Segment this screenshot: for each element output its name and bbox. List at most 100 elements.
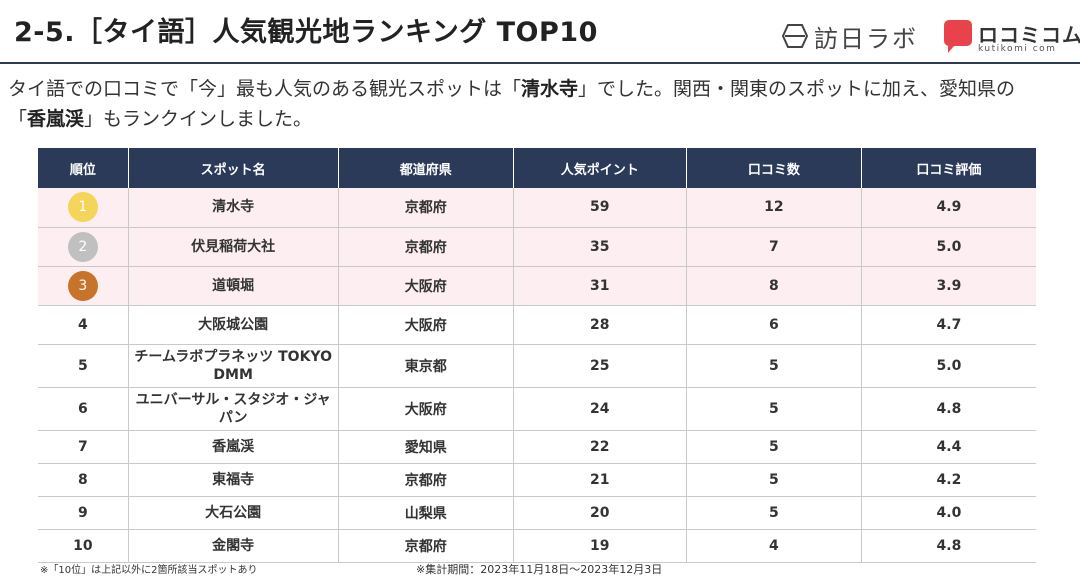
prefecture-cell: 大阪府 <box>338 387 514 431</box>
review-count-cell: 5 <box>686 387 862 431</box>
lead-text-4: 」もランクインしました。 <box>84 108 313 130</box>
table-header-row: 順位 スポット名 都道府県 人気ポイント 口コミ数 口コミ評価 <box>38 148 1036 188</box>
lead-paragraph: タイ語での口コミで「今」最も人気のある観光スポットは「清水寺」でした。関西・関東… <box>8 74 1072 134</box>
kuchikomi-com-logo: ロコミコム kutikomi com <box>944 18 1080 58</box>
table-row: 5 チームラボプラネッツ TOKYO DMM 東京都 25 5 5.0 <box>38 344 1036 388</box>
table-row: 7 香嵐渓 愛知県 22 5 4.4 <box>38 430 1036 464</box>
points-cell: 22 <box>513 430 687 464</box>
rating-cell: 4.8 <box>861 387 1036 431</box>
rank-cell: 6 <box>38 387 129 431</box>
rank-cell: 9 <box>38 496 129 530</box>
lead-text-1: タイ語での口コミで「今」最も人気のある観光スポットは「 <box>8 78 522 100</box>
rating-cell: 4.4 <box>861 430 1036 464</box>
spot-name-cell: 清水寺 <box>128 188 339 228</box>
rank-cell: 1 <box>38 188 129 228</box>
prefecture-cell: 大阪府 <box>338 266 514 306</box>
kuchikomi-logo-sub: kutikomi com <box>978 44 1057 54</box>
prefecture-cell: 京都府 <box>338 188 514 228</box>
table-row: 6 ユニバーサル・スタジオ・ジャパン 大阪府 24 5 4.8 <box>38 387 1036 431</box>
table-row: 2 伏見稲荷大社 京都府 35 7 5.0 <box>38 227 1036 267</box>
rank-cell: 5 <box>38 344 129 388</box>
review-count-cell: 6 <box>686 305 862 345</box>
prefecture-cell: 京都府 <box>338 227 514 267</box>
points-cell: 24 <box>513 387 687 431</box>
review-count-cell: 7 <box>686 227 862 267</box>
spot-name-cell: 道頓堀 <box>128 266 339 306</box>
kuchikomi-logo-name: ロコミコム <box>978 23 1080 47</box>
points-cell: 25 <box>513 344 687 388</box>
spot-name-cell: チームラボプラネッツ TOKYO DMM <box>128 344 339 388</box>
rating-cell: 4.9 <box>861 188 1036 228</box>
table-row: 9 大石公園 山梨県 20 5 4.0 <box>38 496 1036 530</box>
points-cell: 21 <box>513 463 687 497</box>
table-row: 1 清水寺 京都府 59 12 4.9 <box>38 188 1036 228</box>
rating-cell: 4.0 <box>861 496 1036 530</box>
rank-cell: 3 <box>38 266 129 306</box>
rank-cell: 4 <box>38 305 129 345</box>
table-row: 3 道頓堀 大阪府 31 8 3.9 <box>38 266 1036 306</box>
review-count-cell: 4 <box>686 529 862 563</box>
points-cell: 19 <box>513 529 687 563</box>
rank-medal-badge: 1 <box>67 192 98 223</box>
footnote-period: ※集計期間：2023年11月18日～2023年12月3日 <box>416 563 663 576</box>
rating-cell: 5.0 <box>861 227 1036 267</box>
review-count-cell: 5 <box>686 344 862 388</box>
prefecture-cell: 東京都 <box>338 344 514 388</box>
column-header-prefecture: 都道府県 <box>338 148 514 188</box>
rating-cell: 4.8 <box>861 529 1036 563</box>
header: 2-5.［タイ語］人気観光地ランキング TOP10 訪日ラボ ロコミコム kut… <box>0 0 1080 64</box>
houjin-lab-logo-text: 訪日ラボ <box>814 24 918 53</box>
spot-name-cell: ユニバーサル・スタジオ・ジャパン <box>128 387 339 431</box>
lead-text-3: 「 <box>8 108 28 130</box>
review-count-cell: 8 <box>686 266 862 306</box>
ranking-table: 順位 スポット名 都道府県 人気ポイント 口コミ数 口コミ評価 1 清水寺 京都府 5… <box>38 148 1036 563</box>
rating-cell: 5.0 <box>861 344 1036 388</box>
review-count-cell: 5 <box>686 496 862 530</box>
rank-cell: 8 <box>38 463 129 497</box>
column-header-rating: 口コミ評価 <box>861 148 1036 188</box>
speech-bubble-icon <box>944 20 972 53</box>
spot-name-cell: 香嵐渓 <box>128 430 339 464</box>
prefecture-cell: 京都府 <box>338 529 514 563</box>
table-row: 4 大阪城公園 大阪府 28 6 4.7 <box>38 305 1036 345</box>
prefecture-cell: 愛知県 <box>338 430 514 464</box>
houjin-lab-mark-icon <box>782 24 808 48</box>
page-title: 2-5.［タイ語］人気観光地ランキング TOP10 <box>14 17 598 48</box>
footnote-tie: ※「10位」は上記以外に2箇所該当スポットあり <box>40 565 258 576</box>
header-divider <box>0 62 1080 64</box>
spot-name-cell: 金閣寺 <box>128 529 339 563</box>
lead-highlight-1: 清水寺 <box>521 78 579 100</box>
rating-cell: 3.9 <box>861 266 1036 306</box>
lead-text-2: 」でした。関西・関東のスポットに加え、愛知県の <box>578 78 1016 100</box>
prefecture-cell: 京都府 <box>338 463 514 497</box>
rating-cell: 4.7 <box>861 305 1036 345</box>
rating-cell: 4.2 <box>861 463 1036 497</box>
spot-name-cell: 大阪城公園 <box>128 305 339 345</box>
points-cell: 31 <box>513 266 687 306</box>
review-count-cell: 5 <box>686 430 862 464</box>
spot-name-cell: 大石公園 <box>128 496 339 530</box>
points-cell: 59 <box>513 188 687 228</box>
points-cell: 35 <box>513 227 687 267</box>
rank-medal-badge: 3 <box>67 270 98 301</box>
prefecture-cell: 山梨県 <box>338 496 514 530</box>
rank-medal-badge: 2 <box>67 231 98 262</box>
points-cell: 20 <box>513 496 687 530</box>
rank-cell: 10 <box>38 529 129 563</box>
points-cell: 28 <box>513 305 687 345</box>
spot-name-cell: 伏見稲荷大社 <box>128 227 339 267</box>
table-row: 10 金閣寺 京都府 19 4 4.8 <box>38 529 1036 563</box>
houjin-lab-logo: 訪日ラボ <box>782 20 918 53</box>
column-header-rank: 順位 <box>38 148 129 188</box>
column-header-spot: スポット名 <box>128 148 339 188</box>
column-header-points: 人気ポイント <box>513 148 687 188</box>
review-count-cell: 5 <box>686 463 862 497</box>
prefecture-cell: 大阪府 <box>338 305 514 345</box>
table-row: 8 東福寺 京都府 21 5 4.2 <box>38 463 1036 497</box>
rank-cell: 2 <box>38 227 129 267</box>
lead-highlight-2: 香嵐渓 <box>27 108 85 130</box>
review-count-cell: 12 <box>686 188 862 228</box>
column-header-review-count: 口コミ数 <box>686 148 862 188</box>
spot-name-cell: 東福寺 <box>128 463 339 497</box>
rank-cell: 7 <box>38 430 129 464</box>
